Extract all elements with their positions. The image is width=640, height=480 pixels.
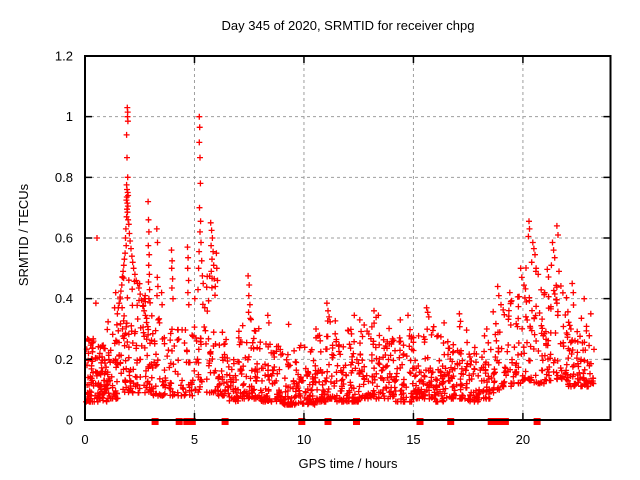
x-axis-label: GPS time / hours (298, 456, 398, 471)
zero-flag-square (151, 418, 159, 425)
x-tick-label: 15 (406, 432, 420, 447)
zero-flag-square (175, 418, 183, 425)
zero-flag-square (188, 418, 196, 425)
zero-flag-square (501, 418, 509, 425)
zero-flag-square (416, 418, 424, 425)
srmtid-scatter-points (83, 104, 597, 408)
y-tick-label: 1.2 (55, 49, 73, 64)
zero-flag-square (353, 418, 360, 425)
y-tick-labels: 0 0.2 0.4 0.6 0.8 1 1.2 (55, 49, 73, 428)
zero-flag-square (447, 418, 455, 425)
y-tick-label: 0 (66, 413, 73, 428)
x-tick-label: 5 (191, 432, 198, 447)
x-tick-label: 0 (81, 432, 88, 447)
zero-flag-square (496, 418, 504, 425)
axis-tick-marks (84, 55, 611, 421)
zero-flag-square (298, 418, 306, 425)
y-tick-label: 0.4 (55, 291, 73, 306)
y-tick-label: 0.2 (55, 352, 73, 367)
zero-flag-square (221, 418, 229, 425)
zero-flag-markers (151, 418, 541, 425)
x-tick-label: 10 (297, 432, 311, 447)
zero-flag-square (183, 418, 191, 425)
zero-flag-square (324, 418, 332, 425)
grid-lines (85, 56, 611, 420)
x-tick-label: 20 (516, 432, 530, 447)
y-tick-label: 1 (66, 109, 73, 124)
zero-flag-square (487, 418, 495, 425)
zero-flag-square (492, 418, 499, 425)
x-tick-labels: 0 5 10 15 20 (81, 432, 530, 447)
zero-flag-square (533, 418, 541, 425)
y-tick-label: 0.8 (55, 170, 73, 185)
chart-title: Day 345 of 2020, SRMTID for receiver chp… (221, 18, 475, 33)
y-tick-label: 0.6 (55, 231, 73, 246)
